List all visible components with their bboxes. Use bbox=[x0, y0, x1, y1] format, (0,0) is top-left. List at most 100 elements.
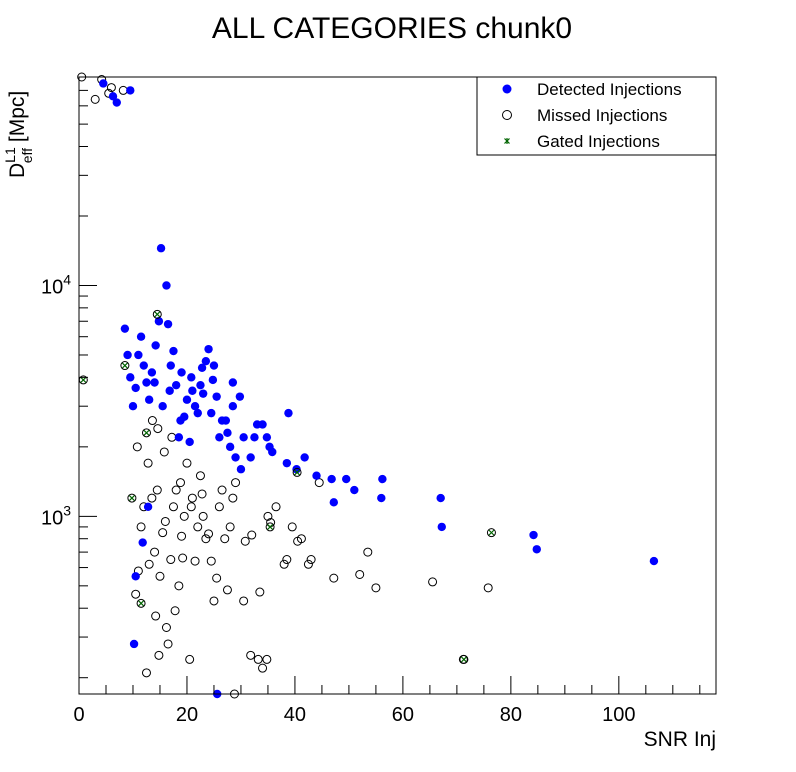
x-tick-label: 80 bbox=[500, 704, 522, 726]
detected-point bbox=[143, 502, 153, 511]
missed-point bbox=[201, 534, 211, 544]
gated-point-ring bbox=[141, 428, 151, 438]
missed-point bbox=[246, 650, 256, 660]
detected-point bbox=[171, 380, 181, 390]
missed-point bbox=[258, 663, 268, 673]
detected-point bbox=[198, 389, 208, 398]
missed-point bbox=[217, 485, 227, 495]
detected-point bbox=[212, 392, 221, 401]
gated-point bbox=[488, 529, 495, 536]
missed-point bbox=[155, 571, 165, 581]
missed-point bbox=[193, 522, 203, 532]
detected-point bbox=[182, 395, 192, 404]
detected-point bbox=[174, 433, 184, 442]
detected-point bbox=[436, 493, 445, 503]
gated-point-stroke bbox=[488, 529, 495, 536]
detected-point bbox=[150, 378, 159, 387]
detected-point bbox=[187, 373, 196, 382]
detected-point bbox=[158, 401, 167, 411]
missed-point bbox=[182, 458, 192, 468]
gated-point-ring bbox=[486, 528, 496, 538]
y-axis-title: DL1eff [Mpc] bbox=[2, 91, 35, 178]
detected-point bbox=[312, 471, 321, 480]
detected-point bbox=[532, 545, 541, 554]
missed-point bbox=[174, 581, 184, 591]
missed-point bbox=[131, 589, 141, 599]
detected-point bbox=[190, 401, 200, 411]
y-axis-title-unit: [Mpc] bbox=[6, 91, 29, 148]
gated-point-stroke bbox=[80, 376, 87, 383]
gated-point-stroke bbox=[121, 362, 128, 369]
detected-point bbox=[327, 474, 336, 484]
missed-point bbox=[293, 536, 303, 546]
detected-point bbox=[262, 433, 272, 442]
detected-point bbox=[265, 442, 274, 452]
detected-point bbox=[223, 428, 232, 438]
detected-point bbox=[228, 378, 238, 387]
detected-point bbox=[649, 556, 659, 566]
missed-point bbox=[147, 493, 157, 503]
missed-point bbox=[225, 522, 235, 532]
missed-point bbox=[190, 556, 200, 566]
missed-point bbox=[303, 559, 313, 569]
detected-point bbox=[196, 380, 205, 390]
missed-point bbox=[166, 555, 176, 565]
missed-point bbox=[132, 442, 142, 452]
detected-point bbox=[236, 465, 246, 474]
gated-point-ring bbox=[152, 309, 162, 319]
gated-point-stroke bbox=[143, 429, 150, 436]
missed-point bbox=[329, 573, 339, 583]
missed-point bbox=[263, 511, 273, 521]
y-axis-title-base: D bbox=[6, 163, 29, 178]
detected-point bbox=[128, 401, 138, 411]
detected-point bbox=[208, 375, 218, 385]
x-tick-label: 0 bbox=[73, 704, 84, 726]
detected-point bbox=[342, 474, 351, 484]
detected-point bbox=[138, 538, 147, 547]
detected-point bbox=[126, 373, 135, 382]
missed-point bbox=[153, 424, 163, 434]
missed-point bbox=[262, 654, 272, 664]
missed-point bbox=[214, 502, 224, 512]
missed-point bbox=[136, 522, 146, 532]
y-tick-label: 103 bbox=[41, 502, 71, 529]
detected-point bbox=[188, 386, 197, 395]
legend-box bbox=[476, 76, 717, 156]
missed-point bbox=[147, 416, 157, 426]
gated-point-stroke bbox=[128, 495, 135, 501]
missed-point bbox=[363, 547, 373, 557]
missed-point bbox=[185, 654, 195, 664]
missed-point bbox=[152, 485, 162, 495]
missed-point bbox=[187, 493, 197, 503]
detected-point bbox=[204, 344, 213, 354]
detected-point bbox=[529, 530, 538, 540]
detected-point bbox=[154, 317, 164, 326]
x-axis-title: SNR Inj bbox=[644, 728, 716, 751]
detected-point bbox=[197, 363, 207, 372]
gated-point bbox=[143, 429, 150, 436]
detected-point bbox=[165, 386, 174, 395]
detected-point bbox=[142, 378, 151, 387]
detected-point bbox=[207, 408, 216, 418]
gated-point bbox=[154, 311, 161, 318]
x-tick-label: 40 bbox=[284, 704, 306, 726]
gated-point-stroke bbox=[267, 523, 274, 530]
legend-missed-marker bbox=[502, 110, 512, 120]
detected-point bbox=[239, 433, 248, 442]
y-axis-title-sub: eff bbox=[19, 148, 35, 163]
detected-point bbox=[120, 324, 130, 333]
detected-point bbox=[246, 453, 255, 462]
missed-point bbox=[222, 585, 232, 595]
missed-point bbox=[170, 606, 180, 616]
missed-point bbox=[175, 478, 185, 488]
x-tick-label: 100 bbox=[602, 704, 635, 726]
detected-point bbox=[185, 437, 194, 447]
missed-point bbox=[247, 530, 257, 540]
missed-point bbox=[239, 596, 249, 606]
detected-point bbox=[252, 420, 262, 429]
missed-point bbox=[240, 536, 250, 546]
detected-point bbox=[201, 356, 211, 366]
detected-point bbox=[300, 453, 309, 462]
legend-gated-marker bbox=[504, 138, 510, 144]
